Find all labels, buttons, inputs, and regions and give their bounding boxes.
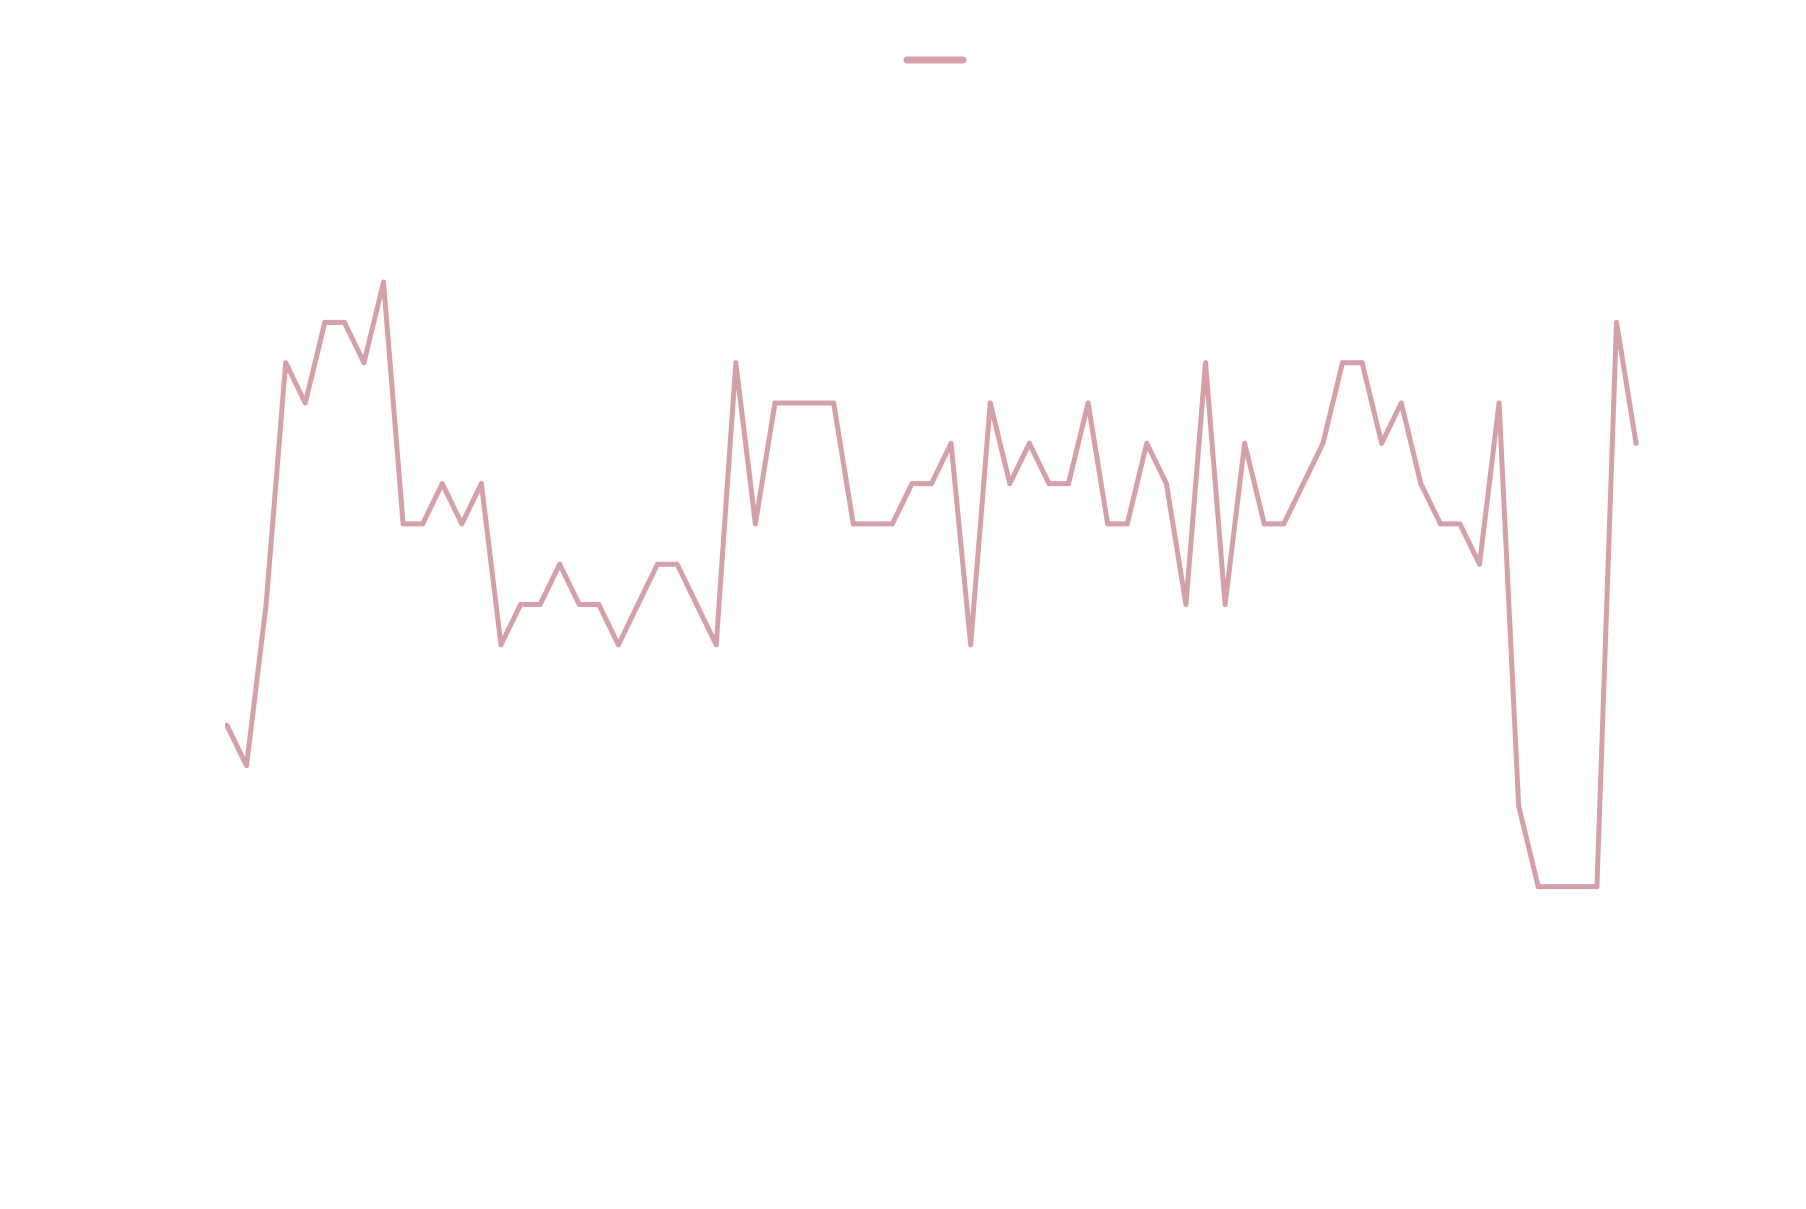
data-point-0-52 bbox=[1242, 440, 1248, 446]
data-point-0-2 bbox=[263, 602, 269, 607]
data-point-0-44 bbox=[1085, 400, 1091, 406]
data-point-0-43 bbox=[1066, 481, 1072, 487]
data-point-0-67 bbox=[1535, 884, 1541, 890]
data-point-0-37 bbox=[948, 440, 954, 446]
plot-area bbox=[225, 279, 1639, 890]
data-point-0-17 bbox=[557, 561, 563, 567]
data-point-0-46 bbox=[1124, 521, 1130, 527]
data-point-0-28 bbox=[772, 400, 778, 406]
data-point-0-66 bbox=[1516, 803, 1522, 809]
data-point-0-69 bbox=[1574, 884, 1580, 890]
data-point-0-57 bbox=[1340, 360, 1346, 366]
data-point-0-61 bbox=[1418, 481, 1424, 487]
data-point-0-10 bbox=[420, 521, 426, 527]
data-point-0-39 bbox=[987, 400, 993, 406]
data-point-0-12 bbox=[459, 521, 465, 527]
data-point-0-59 bbox=[1379, 440, 1385, 446]
data-point-0-16 bbox=[537, 602, 543, 607]
data-point-0-40 bbox=[1007, 481, 1013, 487]
data-point-0-58 bbox=[1359, 360, 1365, 366]
data-point-0-25 bbox=[713, 642, 719, 648]
data-point-0-71 bbox=[1614, 319, 1620, 325]
data-point-0-70 bbox=[1594, 884, 1600, 890]
data-point-0-8 bbox=[381, 279, 387, 285]
data-point-0-14 bbox=[498, 642, 504, 648]
data-point-0-11 bbox=[439, 481, 445, 487]
data-point-0-6 bbox=[341, 319, 347, 325]
data-point-0-23 bbox=[674, 561, 680, 567]
series-line-0 bbox=[225, 279, 1639, 890]
data-point-0-56 bbox=[1320, 440, 1326, 446]
data-point-0-15 bbox=[518, 602, 524, 607]
data-point-0-13 bbox=[478, 481, 484, 487]
data-point-0-64 bbox=[1477, 561, 1483, 567]
data-point-0-30 bbox=[811, 400, 817, 406]
series-group bbox=[225, 279, 1639, 890]
data-point-0-50 bbox=[1203, 360, 1209, 366]
data-point-0-1 bbox=[244, 763, 250, 769]
data-point-0-18 bbox=[576, 602, 582, 607]
data-point-0-45 bbox=[1105, 521, 1111, 527]
data-point-0-55 bbox=[1300, 481, 1306, 487]
data-point-0-48 bbox=[1163, 481, 1169, 487]
data-point-0-4 bbox=[302, 400, 308, 406]
data-point-0-38 bbox=[968, 642, 974, 648]
data-point-0-19 bbox=[596, 602, 602, 607]
data-point-0-60 bbox=[1398, 400, 1404, 406]
data-point-0-41 bbox=[1026, 440, 1032, 446]
data-point-0-9 bbox=[400, 521, 406, 527]
data-point-0-54 bbox=[1281, 521, 1287, 527]
data-point-0-63 bbox=[1457, 521, 1463, 527]
data-point-0-72 bbox=[1633, 440, 1639, 446]
data-point-0-3 bbox=[283, 360, 289, 366]
data-point-0-31 bbox=[831, 400, 837, 406]
data-point-0-22 bbox=[655, 561, 661, 567]
data-point-0-24 bbox=[694, 602, 700, 607]
data-point-0-34 bbox=[889, 521, 895, 527]
data-point-0-7 bbox=[361, 360, 367, 366]
data-point-0-42 bbox=[1046, 481, 1052, 487]
data-point-0-0 bbox=[225, 722, 230, 728]
data-point-0-26 bbox=[733, 360, 739, 366]
data-point-0-27 bbox=[752, 521, 758, 527]
data-point-0-32 bbox=[850, 521, 856, 527]
data-point-0-65 bbox=[1496, 400, 1502, 406]
data-point-0-33 bbox=[870, 521, 876, 527]
data-point-0-62 bbox=[1437, 521, 1443, 527]
data-point-0-29 bbox=[792, 400, 798, 406]
data-point-0-35 bbox=[909, 481, 915, 487]
data-point-0-5 bbox=[322, 319, 328, 325]
data-point-0-53 bbox=[1261, 521, 1267, 527]
data-point-0-47 bbox=[1144, 440, 1150, 446]
data-point-0-20 bbox=[615, 642, 621, 648]
data-point-0-51 bbox=[1222, 602, 1228, 607]
data-point-0-68 bbox=[1555, 884, 1561, 890]
data-point-0-21 bbox=[635, 602, 641, 607]
data-point-0-49 bbox=[1183, 602, 1189, 607]
data-point-0-36 bbox=[929, 481, 935, 487]
